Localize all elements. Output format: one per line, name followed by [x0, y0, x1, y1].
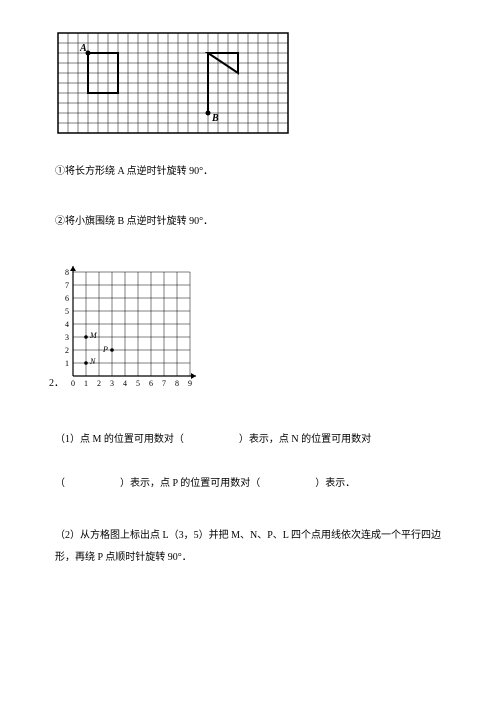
label-m: M [89, 331, 98, 340]
svg-text:4: 4 [123, 379, 127, 388]
label-a: A [79, 43, 87, 54]
grid-figure-1: A B [55, 30, 455, 136]
q1-text-2: ）表示，点 N 的位置可用数对 [239, 434, 371, 445]
label-b: B [211, 113, 219, 124]
instruction-1: ①将长方形绕 A 点逆时针旋转 90°． [55, 164, 455, 180]
svg-text:6: 6 [65, 294, 69, 303]
grid-figure-2: 2． [55, 264, 455, 394]
svg-text:5: 5 [136, 379, 140, 388]
svg-text:6: 6 [149, 379, 153, 388]
svg-text:7: 7 [162, 379, 166, 388]
svg-text:3: 3 [65, 333, 69, 342]
svg-text:1: 1 [84, 379, 88, 388]
question-1: （1）点 M 的位置可用数对（ ）表示，点 N 的位置可用数对 （ ）表示，点 P … [55, 429, 455, 495]
grid-2-svg: 123 456 78 012 345 678 9 M N P [55, 264, 205, 394]
question-2: （2）从方格图上标出点 L（3，5）并把 M、N、P、L 四个点用线依次连成一个… [55, 525, 455, 569]
label-p: P [102, 345, 108, 354]
svg-text:9: 9 [188, 379, 192, 388]
svg-text:1: 1 [65, 359, 69, 368]
svg-text:2: 2 [65, 346, 69, 355]
label-n: N [89, 357, 96, 366]
grid-1-svg: A B [55, 30, 291, 136]
svg-text:4: 4 [65, 320, 69, 329]
svg-text:8: 8 [175, 379, 179, 388]
svg-text:5: 5 [65, 307, 69, 316]
svg-text:8: 8 [65, 268, 69, 277]
q1-text-1: （1）点 M 的位置可用数对（ [55, 434, 184, 445]
question-number-2: 2． [49, 374, 64, 389]
svg-text:2: 2 [97, 379, 101, 388]
q1-text-5: ）表示． [315, 478, 355, 489]
svg-text:3: 3 [110, 379, 114, 388]
q1-text-4: ）表示，点 P 的位置可用数对（ [120, 478, 260, 489]
q1-text-3: （ [55, 478, 65, 489]
svg-text:0: 0 [71, 379, 75, 388]
svg-text:7: 7 [65, 281, 69, 290]
instruction-2: ②将小旗围绕 B 点逆时针旋转 90°． [55, 214, 455, 230]
